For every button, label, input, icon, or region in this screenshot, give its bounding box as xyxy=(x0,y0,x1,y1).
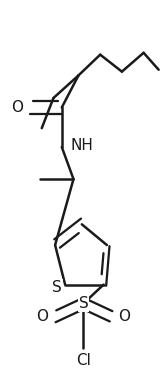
Text: O: O xyxy=(11,100,23,115)
Text: Cl: Cl xyxy=(76,353,91,368)
Text: S: S xyxy=(52,280,62,295)
Text: S: S xyxy=(79,296,88,311)
Text: O: O xyxy=(36,309,48,324)
Text: O: O xyxy=(119,309,131,324)
Text: NH: NH xyxy=(70,138,93,153)
